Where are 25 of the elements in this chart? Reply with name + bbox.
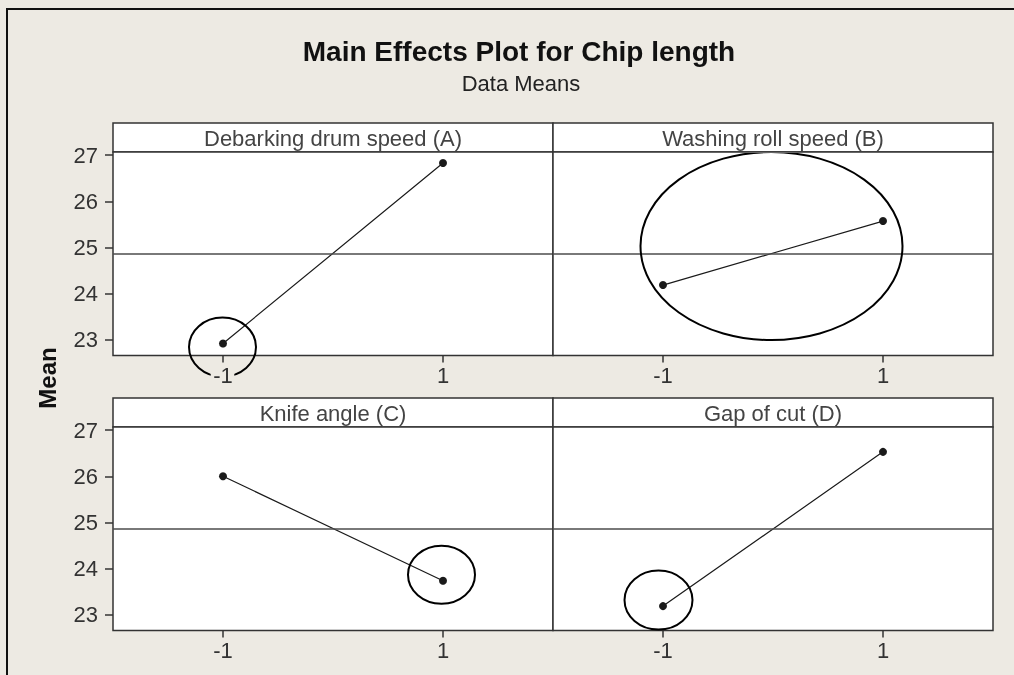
y-tick-label: 25 (73, 234, 98, 260)
y-tick-label: 23 (73, 601, 98, 627)
x-tick-label: 1 (436, 363, 449, 388)
text: Main Effects Plot for Chip length (302, 35, 736, 68)
x-tick-label: 1 (876, 363, 889, 388)
y-tick-label: 23 (73, 326, 98, 352)
y-tick-label: 26 (73, 188, 98, 214)
chart-title: Knife angle (C) (259, 401, 406, 426)
x-tick-label: -1 (212, 638, 233, 663)
y-tick-label: 26 (73, 463, 98, 489)
x-tick-label: 1 (876, 638, 889, 663)
x-tick-label: -1 (212, 363, 233, 388)
chart-title: Debarking drum speed (A) (203, 126, 462, 151)
y-tick-label: 24 (73, 280, 98, 306)
y-tick-label: 27 (73, 417, 98, 443)
x-tick-label: -1 (652, 638, 673, 663)
x-tick-label: 1 (436, 638, 449, 663)
y-tick-label: 25 (73, 509, 98, 535)
text: Data Means (461, 70, 581, 97)
y-tick-label: 24 (73, 555, 98, 581)
y-tick-label: 27 (73, 142, 98, 168)
text: Mean (33, 347, 61, 409)
x-tick-label: -1 (652, 363, 673, 388)
chart-title: Washing roll speed (B) (661, 126, 884, 151)
chart-title: Gap of cut (D) (703, 401, 842, 426)
